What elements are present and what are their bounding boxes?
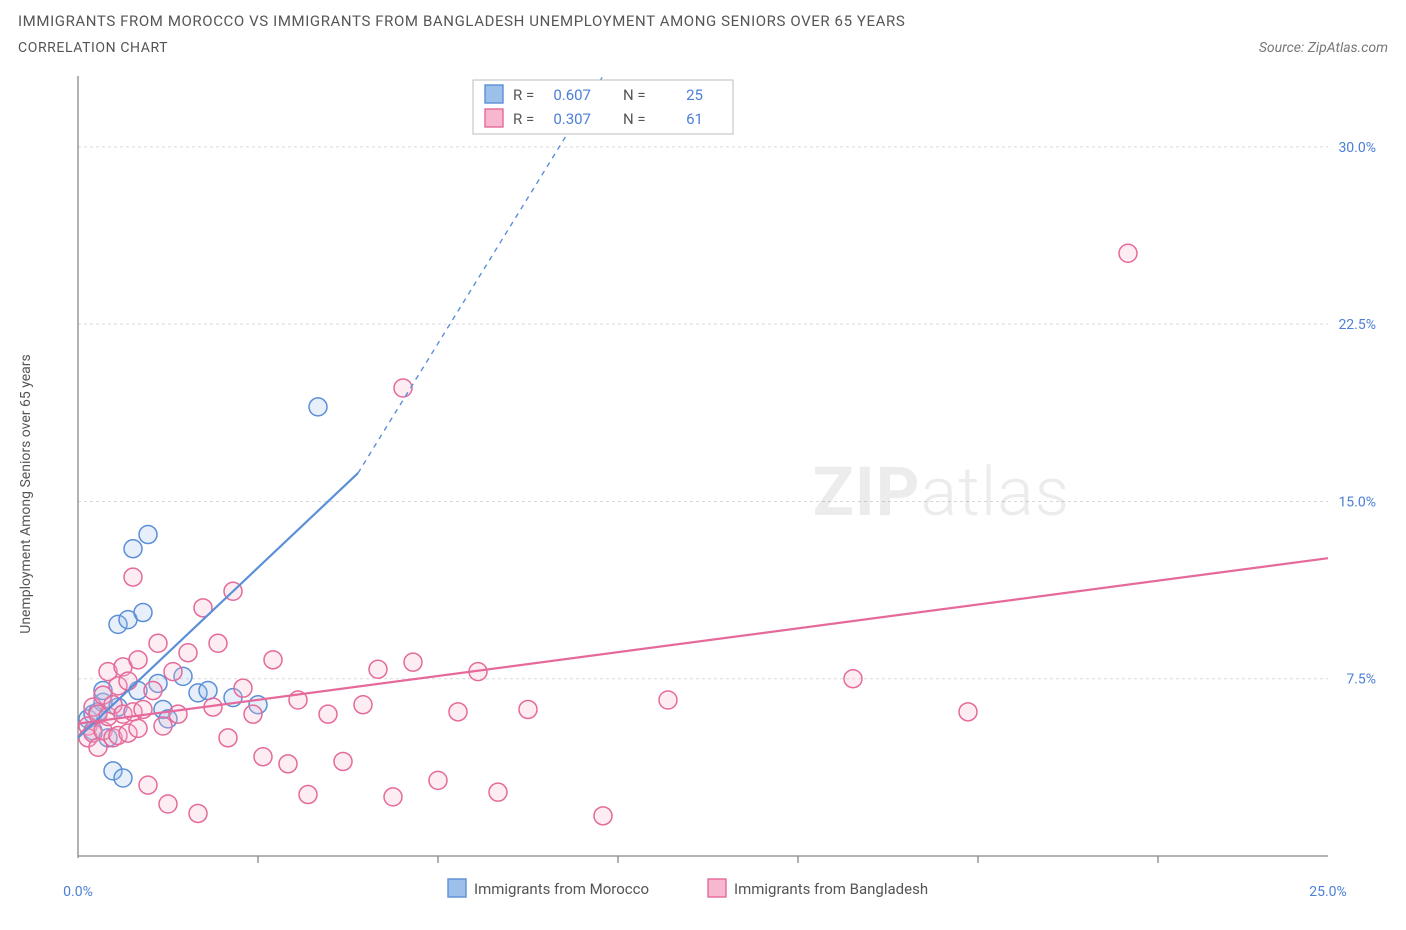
scatter-point	[319, 705, 337, 723]
svg-text:25.0%: 25.0%	[1309, 884, 1347, 900]
correlation-chart: Unemployment Among Seniors over 65 years…	[18, 66, 1388, 906]
scatter-point	[309, 398, 327, 416]
svg-text:0.307: 0.307	[553, 110, 591, 128]
scatter-point	[234, 679, 252, 697]
scatter-point	[519, 700, 537, 718]
legend-swatch	[448, 879, 466, 897]
scatter-point	[129, 651, 147, 669]
legend-swatch	[485, 109, 503, 127]
scatter-point	[384, 788, 402, 806]
scatter-point	[844, 670, 862, 688]
svg-text:R =: R =	[513, 86, 534, 104]
trend-line	[78, 558, 1328, 723]
scatter-point	[134, 604, 152, 622]
scatter-point	[429, 771, 447, 789]
legend-label: Immigrants from Morocco	[474, 880, 649, 898]
scatter-point	[659, 691, 677, 709]
legend-swatch	[485, 85, 503, 103]
scatter-point	[124, 568, 142, 586]
trend-line	[78, 473, 358, 738]
y-axis-label: Unemployment Among Seniors over 65 years	[18, 354, 34, 634]
scatter-point	[129, 719, 147, 737]
scatter-point	[219, 729, 237, 747]
scatter-point	[244, 705, 262, 723]
scatter-point	[164, 663, 182, 681]
page-title: IMMIGRANTS FROM MOROCCO VS IMMIGRANTS FR…	[18, 12, 1388, 30]
scatter-point	[149, 634, 167, 652]
scatter-point	[114, 769, 132, 787]
legend-swatch	[708, 879, 726, 897]
scatter-point	[139, 526, 157, 544]
trend-line-extrapolated	[358, 76, 603, 473]
scatter-point	[354, 696, 372, 714]
scatter-point	[594, 807, 612, 825]
svg-text:7.5%: 7.5%	[1346, 672, 1376, 688]
scatter-point	[124, 540, 142, 558]
scatter-point	[209, 634, 227, 652]
scatter-point	[254, 748, 272, 766]
scatter-point	[139, 776, 157, 794]
scatter-point	[159, 795, 177, 813]
svg-text:0.607: 0.607	[553, 86, 591, 104]
scatter-point	[154, 717, 172, 735]
svg-text:25: 25	[686, 86, 703, 104]
scatter-point	[1119, 244, 1137, 262]
scatter-point	[404, 653, 422, 671]
scatter-point	[144, 682, 162, 700]
svg-text:15.0%: 15.0%	[1338, 494, 1376, 510]
scatter-point	[449, 703, 467, 721]
svg-text:N =: N =	[623, 86, 646, 104]
legend-label: Immigrants from Bangladesh	[734, 880, 928, 898]
scatter-point	[394, 379, 412, 397]
page-subtitle: CORRELATION CHART	[18, 40, 168, 56]
scatter-point	[199, 682, 217, 700]
scatter-point	[279, 755, 297, 773]
svg-text:61: 61	[686, 110, 703, 128]
svg-text:R =: R =	[513, 110, 534, 128]
scatter-point	[189, 804, 207, 822]
scatter-point	[119, 672, 137, 690]
scatter-point	[489, 783, 507, 801]
scatter-point	[334, 752, 352, 770]
svg-text:30.0%: 30.0%	[1338, 140, 1376, 156]
svg-text:N =: N =	[623, 110, 646, 128]
scatter-point	[369, 660, 387, 678]
scatter-point	[169, 705, 187, 723]
svg-text:0.0%: 0.0%	[63, 884, 93, 900]
source-credit: Source: ZipAtlas.com	[1259, 40, 1388, 56]
scatter-point	[179, 644, 197, 662]
svg-text:22.5%: 22.5%	[1338, 317, 1376, 333]
scatter-point	[299, 786, 317, 804]
scatter-point	[264, 651, 282, 669]
scatter-point	[959, 703, 977, 721]
